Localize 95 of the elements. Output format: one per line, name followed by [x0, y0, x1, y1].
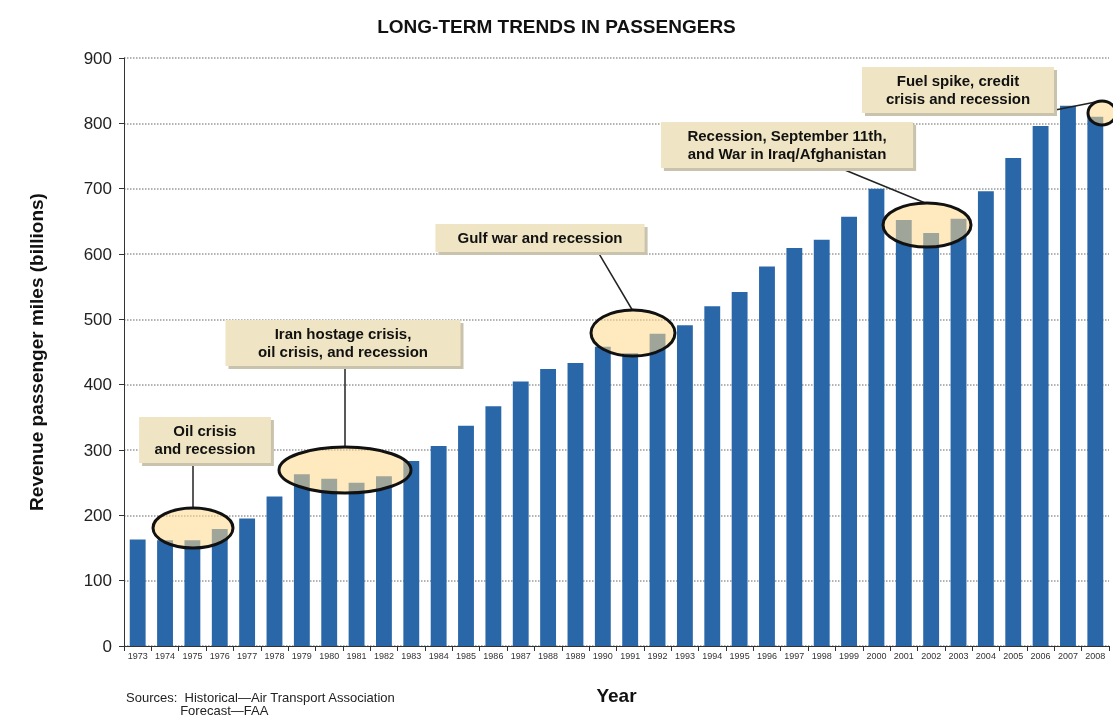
bar — [1005, 157, 1022, 646]
bar — [567, 363, 584, 646]
y-tick-label: 200 — [83, 505, 112, 525]
source-note: Sources: Historical—Air Transport Association Forecast—FAA — [126, 690, 395, 718]
x-tick-label: 1976 — [209, 650, 230, 661]
note-box: Iran hostage crisis, oil crisis, and recession — [225, 320, 464, 369]
x-tick-label: 1994 — [702, 650, 723, 661]
x-tick-label: 1985 — [456, 650, 477, 661]
x-tick-label: 2008 — [1085, 650, 1106, 661]
annotation: Iran hostage crisis, oil crisis, and recession — [257, 325, 429, 360]
bar — [239, 518, 256, 646]
chart-title: LONG-TERM TRENDS IN PASSENGERS — [377, 16, 736, 37]
x-tick-label: 1988 — [538, 650, 559, 661]
annotation: Recession, September 11th, and War in Iraq/Afghanistan — [687, 127, 887, 162]
x-axis-title: Year — [596, 685, 638, 706]
y-tick-label: 400 — [83, 375, 112, 395]
bar — [1060, 105, 1076, 646]
bar — [950, 218, 967, 646]
x-tick-label: 2000 — [866, 650, 887, 661]
bar — [129, 539, 146, 646]
bar — [266, 496, 283, 646]
x-tick-label: 1973 — [127, 650, 148, 661]
bar — [512, 381, 529, 646]
bar — [841, 216, 857, 646]
y-tick-label: 800 — [83, 113, 112, 133]
bar — [430, 446, 447, 646]
bar — [348, 482, 365, 646]
x-tick-label: 1990 — [592, 650, 613, 661]
bar — [458, 425, 474, 646]
annotation: Fuel spike, credit crisis and recession — [885, 72, 1031, 107]
x-tick-label: 1979 — [291, 650, 312, 661]
x-tick-label: 1977 — [237, 650, 258, 661]
x-tick-label: 2001 — [893, 650, 914, 661]
bar — [403, 461, 420, 646]
x-tick-label: 1996 — [756, 650, 777, 661]
x-tick-label: 1984 — [428, 650, 449, 661]
bar — [1032, 125, 1049, 646]
bar — [786, 248, 803, 646]
y-tick-label: 100 — [83, 571, 112, 591]
y-tick-label: 300 — [83, 440, 112, 460]
x-tick-label: 1983 — [401, 650, 422, 661]
x-tick-label: 1999 — [839, 650, 860, 661]
x-tick-label: 2006 — [1030, 650, 1051, 661]
x-tick-label: 1978 — [264, 650, 285, 661]
x-tick-label: 1992 — [647, 650, 668, 661]
x-tick-label: 2005 — [1003, 650, 1024, 661]
y-tick-label: 900 — [83, 48, 112, 68]
bar — [923, 233, 940, 646]
note-box: Fuel spike, credit crisis and recession — [862, 67, 1057, 116]
bar — [157, 540, 173, 646]
bar — [704, 306, 721, 646]
bar — [540, 368, 557, 646]
x-tick-label: 1982 — [373, 650, 394, 661]
bar — [977, 191, 994, 646]
bar — [622, 353, 639, 646]
y-axis-title: Revenue passenger miles (billions) — [26, 193, 47, 511]
bar — [293, 474, 310, 646]
bar — [321, 478, 338, 646]
bar — [731, 291, 748, 646]
bar — [184, 540, 201, 646]
x-tick-label: 1993 — [674, 650, 695, 661]
note-box: Gulf war and recession — [435, 224, 648, 255]
y-tick-label: 600 — [83, 244, 112, 264]
x-tick-label: 1980 — [319, 650, 340, 661]
x-tick-label: 1989 — [565, 650, 586, 661]
x-tick-label: 1997 — [784, 650, 805, 661]
x-tick-label: 1991 — [620, 650, 641, 661]
x-tick-label: 1975 — [182, 650, 203, 661]
bar — [211, 529, 228, 646]
bar — [649, 333, 666, 646]
y-tick-label: 700 — [83, 179, 112, 199]
bar — [676, 325, 693, 646]
bar — [759, 266, 775, 646]
annotation: Oil crisis and recession — [154, 422, 256, 457]
bar — [895, 220, 912, 646]
annotation: Gulf war and recession — [457, 229, 623, 246]
x-tick-label: 1974 — [155, 650, 176, 661]
x-tick-label: 1986 — [483, 650, 504, 661]
x-tick-label: 2004 — [975, 650, 996, 661]
x-tick-label: 1995 — [729, 650, 750, 661]
bar — [376, 476, 392, 646]
x-tick-label: 2003 — [948, 650, 969, 661]
x-tick-label: 2002 — [921, 650, 942, 661]
x-tick-label: 1981 — [346, 650, 367, 661]
x-tick-label: 1998 — [811, 650, 832, 661]
x-tick-label: 2007 — [1057, 650, 1078, 661]
note-box: Recession, September 11th, and War in Iraq/Afghanistan — [660, 122, 917, 171]
bar — [594, 346, 611, 646]
bar — [485, 406, 502, 646]
y-tick-label: 0 — [102, 636, 112, 656]
bar — [868, 188, 885, 646]
y-tick-label: 500 — [83, 309, 112, 329]
x-tick-label: 1987 — [510, 650, 531, 661]
bar — [813, 239, 830, 646]
note-box: Oil crisis and recession — [139, 417, 274, 466]
